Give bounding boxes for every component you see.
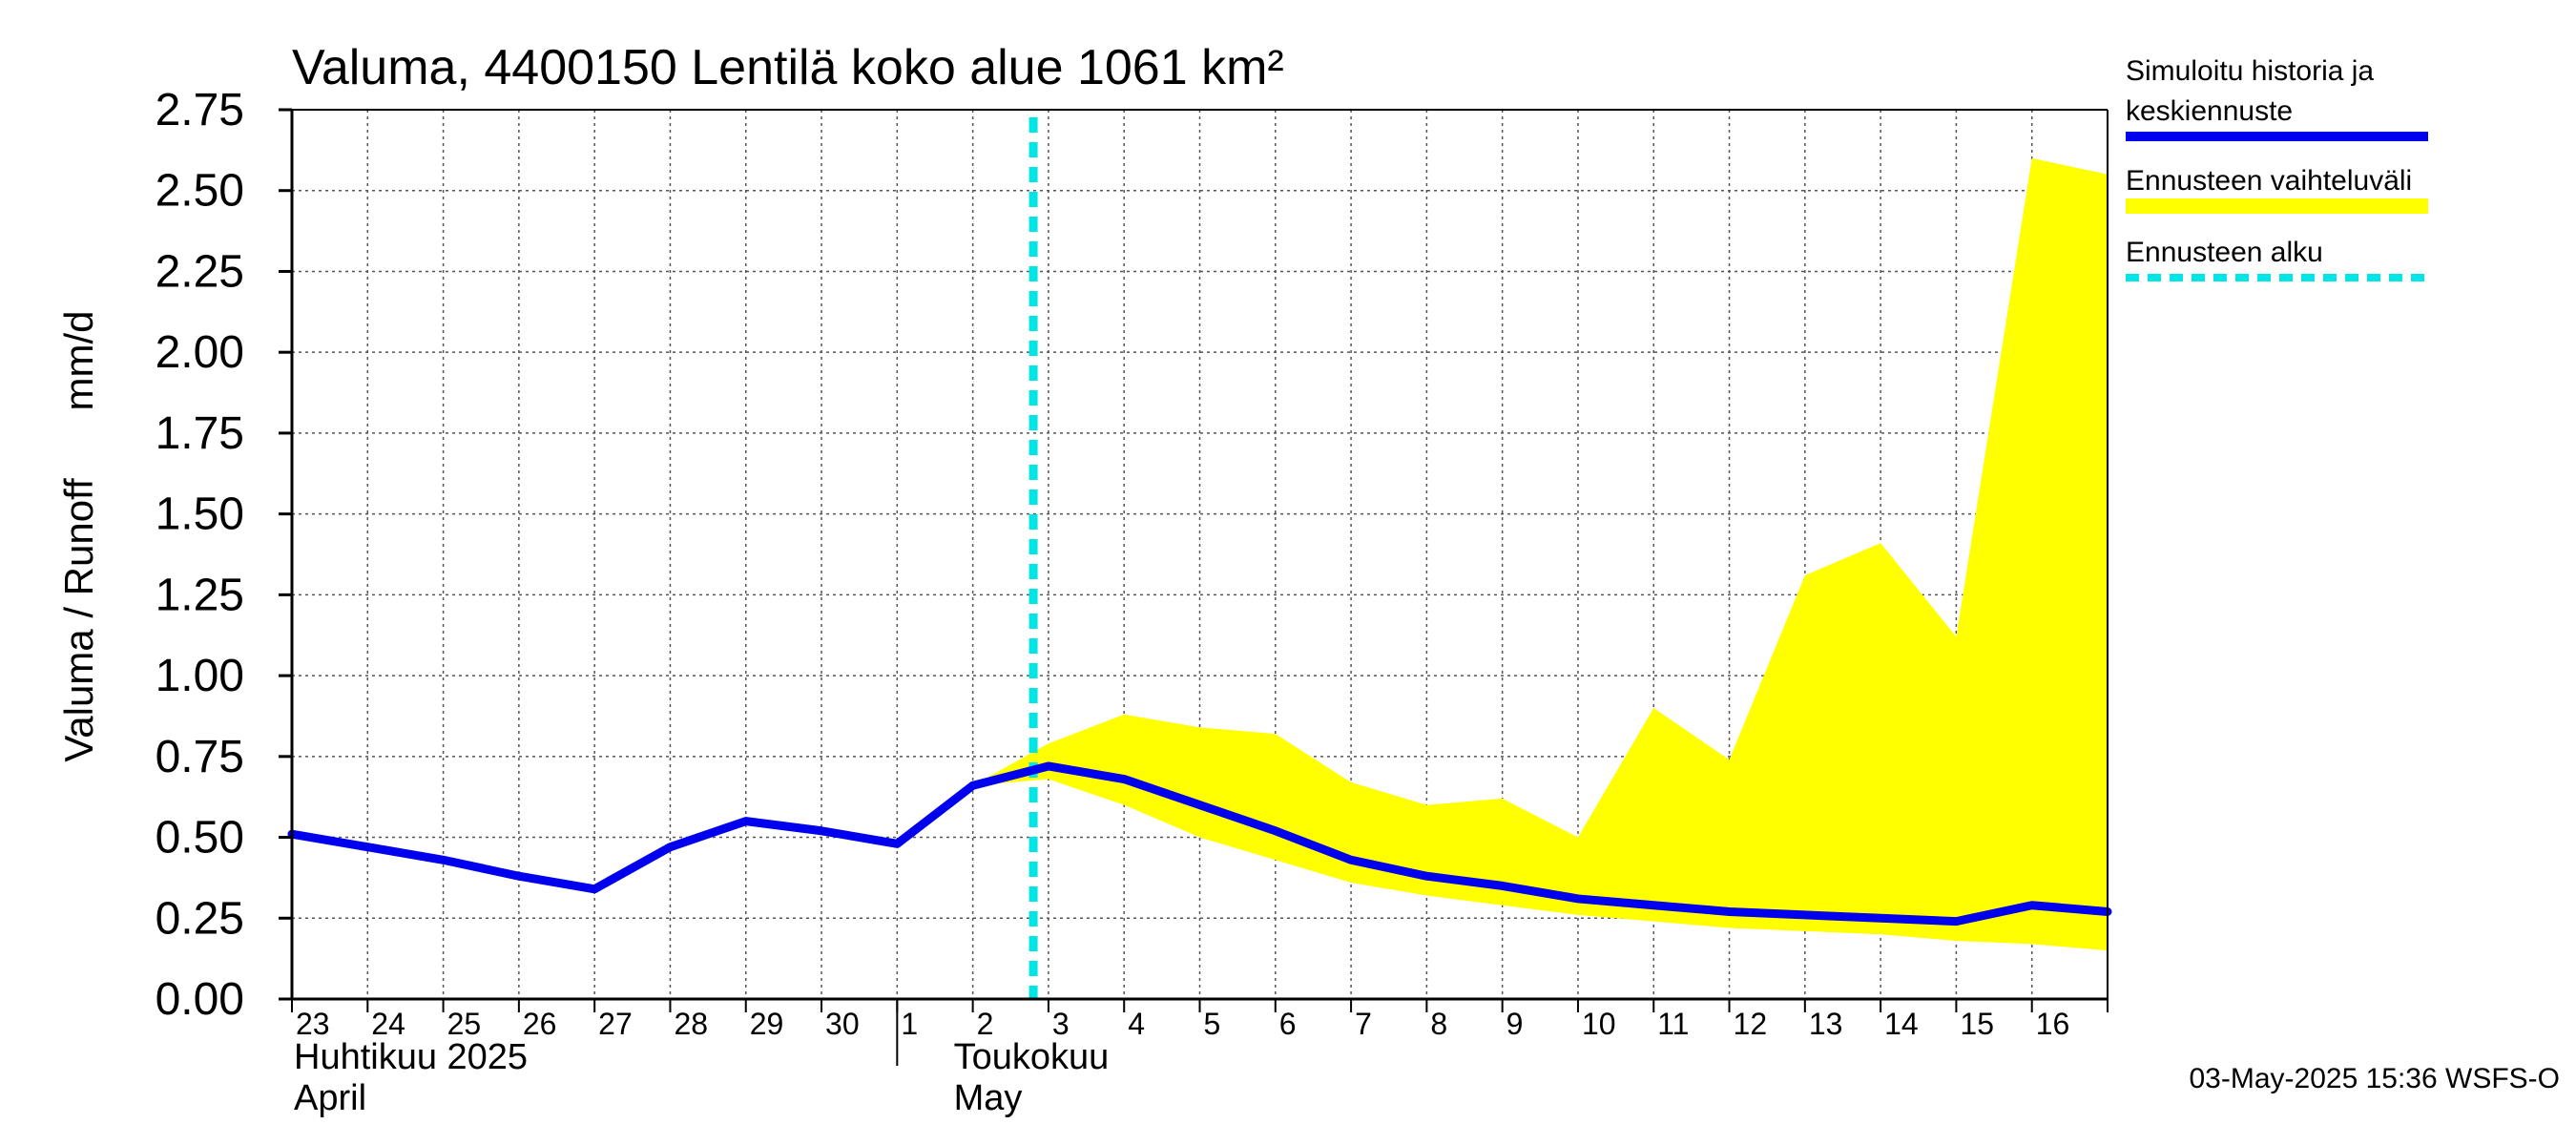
y-tick-label: 1.75 bbox=[156, 408, 244, 459]
x-tick-label: 12 bbox=[1734, 1007, 1768, 1041]
x-tick-label: 16 bbox=[2036, 1007, 2070, 1041]
y-axis-ticks: 0.00 0.25 0.50 0.75 1.00 1.25 1.50 1.75 2.00 2.25… bbox=[156, 85, 292, 1025]
y-axis-label: Valuma / Runoff bbox=[56, 478, 101, 762]
x-tick-label: 13 bbox=[1809, 1007, 1843, 1041]
x-tick-label: 11 bbox=[1657, 1007, 1689, 1041]
forecast-range-band bbox=[972, 157, 2108, 951]
x-tick-label: 7 bbox=[1355, 1007, 1372, 1041]
x-tick-label: 29 bbox=[750, 1007, 784, 1041]
legend-label: Simuloitu historia ja bbox=[2126, 55, 2374, 87]
x-tick-label: 15 bbox=[1960, 1007, 1994, 1041]
month-label: Huhtikuu 2025 bbox=[294, 1037, 528, 1077]
x-tick-label: 6 bbox=[1279, 1007, 1297, 1041]
month-label-en: April bbox=[294, 1078, 366, 1118]
x-tick-label: 1 bbox=[901, 1007, 918, 1041]
grid-lines bbox=[292, 109, 2108, 1000]
y-tick-label: 0.00 bbox=[156, 974, 244, 1025]
legend-label: keskiennuste bbox=[2126, 95, 2293, 127]
x-tick-label: 23 bbox=[296, 1007, 330, 1041]
x-tick-label: 3 bbox=[1052, 1007, 1070, 1041]
forecast-range-area bbox=[972, 157, 2108, 951]
y-tick-label: 0.50 bbox=[156, 813, 244, 864]
y-tick-label: 1.25 bbox=[156, 570, 244, 620]
month-label-en: May bbox=[954, 1078, 1023, 1118]
x-tick-label: 2 bbox=[977, 1007, 994, 1041]
x-tick-label: 9 bbox=[1506, 1007, 1524, 1041]
y-tick-label: 2.00 bbox=[156, 327, 244, 378]
x-tick-label: 8 bbox=[1430, 1007, 1447, 1041]
legend-label: Ennusteen vaihteluväli bbox=[2126, 165, 2412, 197]
month-label: Toukokuu bbox=[954, 1037, 1110, 1077]
y-tick-label: 1.00 bbox=[156, 651, 244, 701]
y-axis-label-group: Valuma / Runoff mm/d bbox=[56, 311, 101, 762]
legend-label: Ennusteen alku bbox=[2126, 237, 2323, 268]
x-tick-label: 4 bbox=[1128, 1007, 1145, 1041]
x-tick-label: 10 bbox=[1582, 1007, 1616, 1041]
x-tick-label: 14 bbox=[1884, 1007, 1919, 1041]
x-axis-ticks: 23 24 25 26 27 28 29 30 1 2 3 4 5 6 7 8 9 10 11 12 13 14 15 16 bbox=[291, 999, 2109, 1041]
simulated-runoff-line bbox=[287, 761, 2112, 926]
x-tick-label: 26 bbox=[523, 1007, 557, 1041]
x-tick-label: 24 bbox=[371, 1007, 405, 1041]
x-tick-label: 25 bbox=[447, 1007, 482, 1041]
timestamp-label: 03-May-2025 15:36 WSFS-O bbox=[2190, 1063, 2561, 1094]
x-tick-label: 30 bbox=[825, 1007, 860, 1041]
x-tick-label: 5 bbox=[1204, 1007, 1221, 1041]
y-axis-unit: mm/d bbox=[56, 311, 101, 411]
y-tick-label: 0.25 bbox=[156, 893, 244, 944]
x-tick-label: 27 bbox=[598, 1007, 633, 1041]
x-tick-label: 28 bbox=[674, 1007, 708, 1041]
y-tick-label: 2.25 bbox=[156, 246, 244, 297]
y-tick-label: 1.50 bbox=[156, 489, 244, 540]
chart-title: Valuma, 4400150 Lentilä koko alue 1061 k… bbox=[292, 40, 1284, 95]
y-tick-label: 2.75 bbox=[156, 85, 244, 135]
y-tick-label: 2.50 bbox=[156, 166, 244, 217]
legend: Simuloitu historia ja keskiennuste Ennuste… bbox=[2126, 55, 2428, 281]
y-tick-label: 0.75 bbox=[156, 732, 244, 782]
